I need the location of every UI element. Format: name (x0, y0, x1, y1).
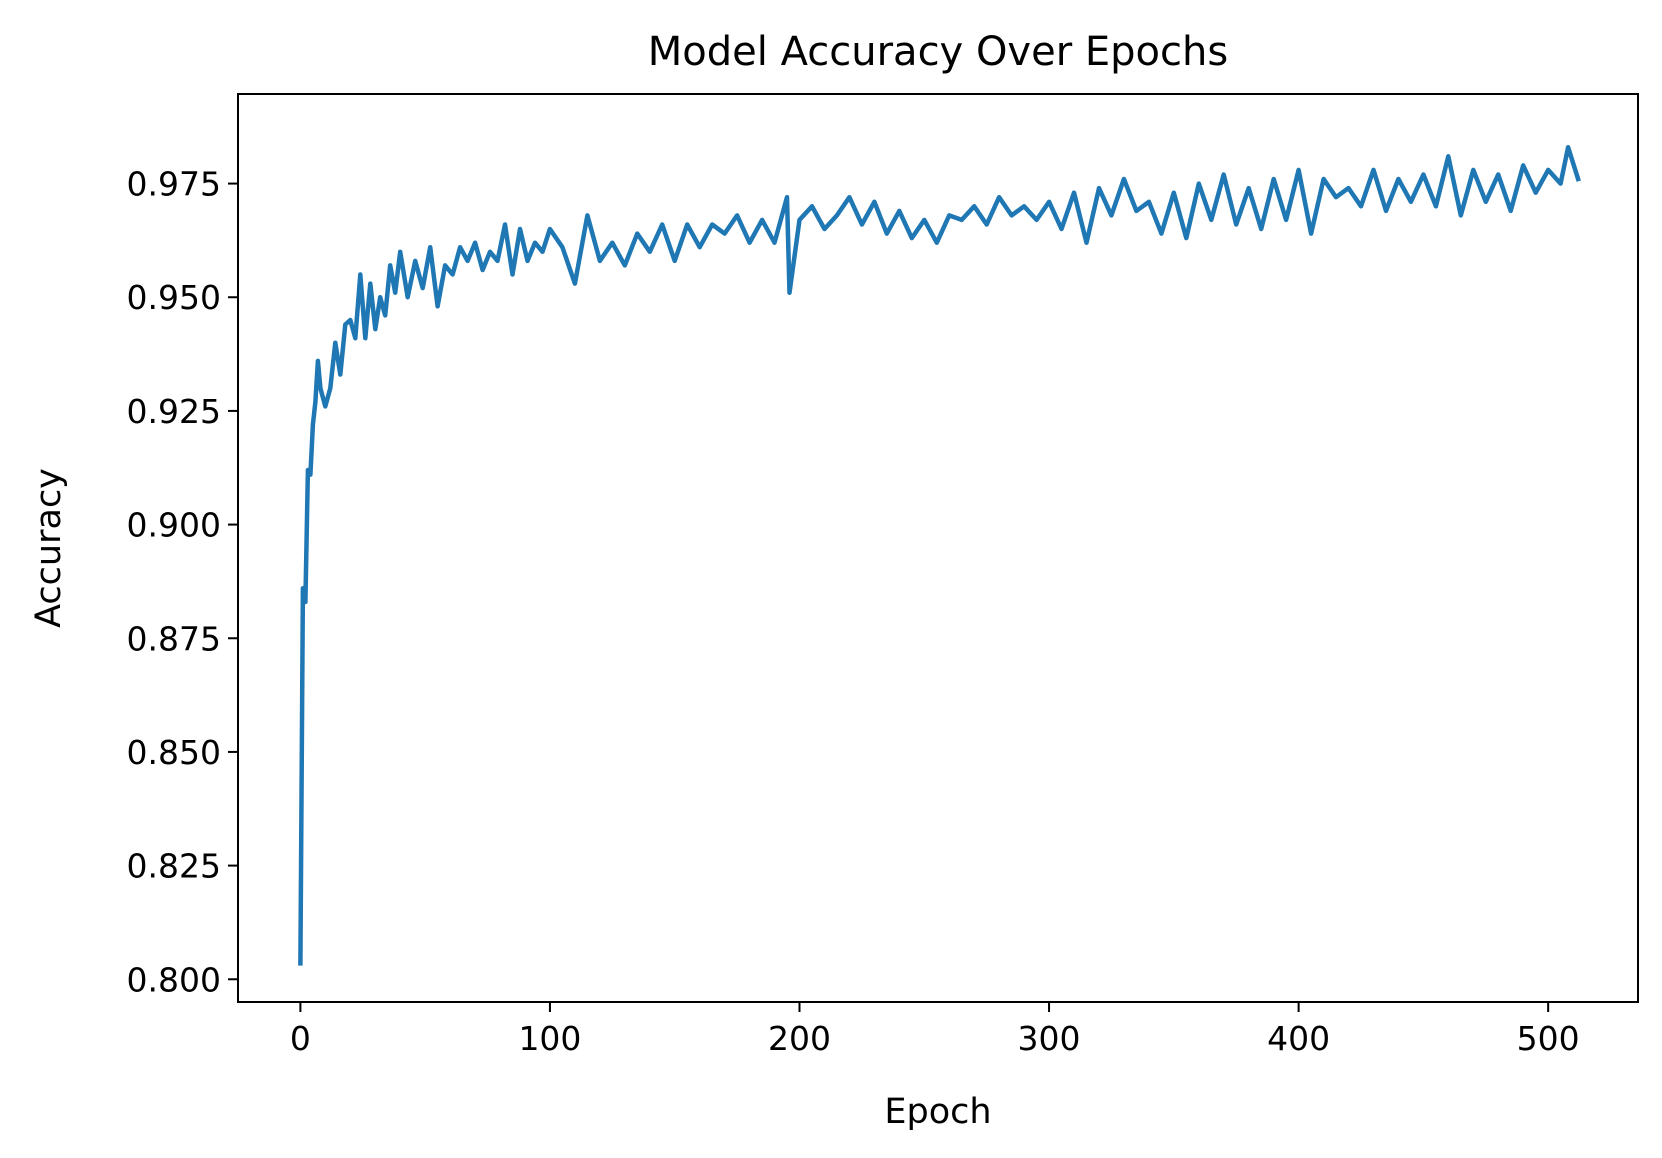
axes-frame (237, 93, 1639, 1003)
accuracy-series-line (298, 144, 1581, 966)
y-tick-label: 0.800 (127, 960, 221, 999)
x-tick-label: 500 (1517, 1019, 1580, 1058)
y-tick-label: 0.900 (127, 506, 221, 545)
y-tick-label: 0.925 (127, 392, 221, 431)
x-tick-label: 0 (290, 1019, 311, 1058)
plot-area (298, 144, 1581, 966)
y-tick-label: 0.850 (127, 733, 221, 772)
y-axis-ticks: 0.800 0.825 0.850 0.875 0.900 0.925 0.950 0.975 (127, 165, 238, 999)
y-tick-label: 0.875 (127, 619, 221, 658)
y-tick-label: 0.950 (127, 278, 221, 317)
y-axis-label: Accuracy (29, 468, 69, 628)
chart-title: Model Accuracy Over Epochs (648, 29, 1228, 75)
y-tick-label: 0.825 (127, 847, 221, 886)
x-tick-label: 400 (1267, 1019, 1330, 1058)
x-axis-label: Epoch (884, 1092, 991, 1132)
x-tick-label: 300 (1018, 1019, 1081, 1058)
x-axis-ticks: 0 100 200 300 400 500 (290, 1002, 1580, 1058)
x-tick-label: 100 (518, 1019, 581, 1058)
x-tick-label: 200 (768, 1019, 831, 1058)
y-tick-label: 0.975 (127, 165, 221, 204)
